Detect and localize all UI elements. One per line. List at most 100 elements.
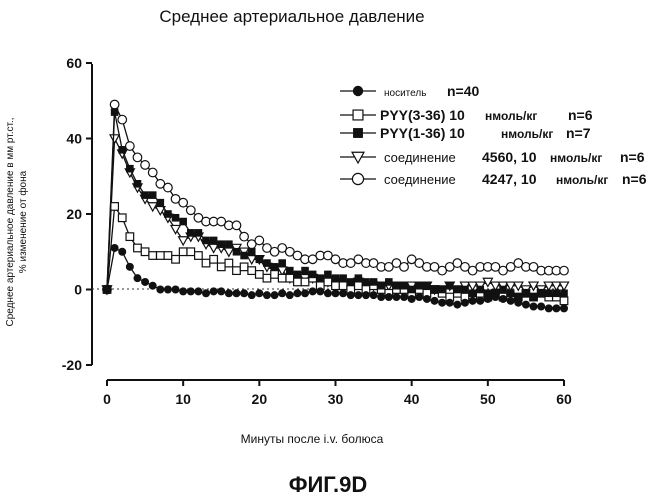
series-4 — [103, 100, 569, 294]
data-point — [408, 286, 416, 294]
chart-title: Среднее артериальное давление — [159, 7, 424, 26]
data-point — [301, 267, 309, 275]
data-point — [355, 274, 363, 282]
data-point — [179, 198, 188, 207]
data-point — [347, 278, 355, 286]
data-point — [141, 278, 149, 286]
data-point — [507, 297, 515, 305]
y-tick-label: 40 — [66, 131, 82, 147]
data-point — [256, 271, 264, 279]
data-point — [172, 256, 180, 264]
data-point — [560, 304, 568, 312]
data-point — [332, 289, 340, 297]
data-point — [271, 271, 279, 279]
data-point — [469, 289, 477, 297]
data-point — [454, 286, 462, 294]
data-point — [118, 214, 126, 222]
legend-label: соединение — [384, 172, 456, 187]
data-point — [110, 135, 119, 143]
legend-compound: 4247, 10 — [482, 171, 537, 187]
data-point — [293, 289, 301, 297]
y-tick-label: 20 — [66, 206, 82, 222]
data-point — [499, 295, 507, 303]
data-point — [316, 287, 324, 295]
data-point — [179, 248, 187, 256]
y-tick-label: 60 — [66, 55, 82, 71]
data-point — [217, 240, 225, 248]
data-point — [133, 153, 142, 162]
y-axis-label-line2: % изменение от фона — [17, 170, 29, 273]
legend-n: n=7 — [566, 125, 591, 141]
data-point — [148, 168, 157, 177]
data-point — [309, 287, 317, 295]
data-point — [210, 287, 218, 295]
data-point — [301, 278, 309, 286]
data-point — [469, 297, 477, 305]
data-point — [476, 297, 484, 305]
data-point — [232, 221, 241, 230]
data-point — [286, 291, 294, 299]
legend-item-1: PYY(3-36) 10нмоль/кгn=6 — [340, 107, 593, 123]
data-point — [400, 263, 409, 272]
data-point — [453, 301, 461, 309]
legend-label: носитель — [384, 88, 426, 99]
y-axis-label: Среднее артериальное давление в мм рт.ст… — [5, 117, 29, 326]
data-point — [210, 256, 218, 264]
data-point — [499, 286, 507, 294]
data-point — [392, 293, 400, 301]
legend-label: PYY(3-36) 10 — [380, 107, 465, 123]
data-point — [172, 214, 180, 222]
data-point — [278, 259, 286, 267]
data-point — [172, 286, 180, 294]
data-point — [195, 229, 203, 237]
chart: Среднее артериальное давление Среднее ар… — [0, 0, 664, 500]
data-point — [248, 291, 256, 299]
data-point — [476, 286, 484, 294]
data-point — [111, 108, 119, 116]
data-point — [339, 282, 347, 290]
data-point — [263, 274, 271, 282]
data-point — [415, 293, 423, 301]
data-point — [377, 282, 385, 290]
data-point — [347, 291, 355, 299]
x-tick-label: 20 — [252, 391, 268, 407]
data-point — [240, 252, 248, 260]
y-tick-label: -20 — [62, 357, 82, 373]
data-point — [210, 237, 218, 245]
data-point — [133, 274, 141, 282]
data-point — [271, 291, 279, 299]
data-point — [111, 244, 119, 252]
axis-ticks: 6040200-200102030405060 — [62, 55, 572, 407]
legend-compound: 4560, 10 — [482, 149, 537, 165]
data-point — [553, 289, 561, 297]
x-tick-label: 50 — [480, 391, 496, 407]
x-tick-label: 30 — [328, 391, 344, 407]
data-point — [507, 289, 515, 297]
data-point — [537, 302, 545, 310]
data-point — [202, 237, 210, 245]
data-point — [355, 282, 363, 290]
data-point — [560, 289, 568, 297]
legend-unit: нмоль/кг — [550, 151, 602, 165]
data-point — [233, 248, 241, 256]
legend-marker — [353, 128, 363, 138]
data-point — [225, 240, 233, 248]
data-point — [446, 299, 454, 307]
data-point — [286, 267, 294, 275]
x-axis-label: Минуты после i.v. болюса — [241, 432, 384, 446]
data-point — [332, 282, 340, 290]
data-point — [446, 282, 454, 290]
legend-item-3: соединение4560, 10нмоль/кгn=6 — [340, 149, 645, 165]
data-point — [423, 295, 431, 303]
data-point — [164, 286, 172, 294]
data-point — [179, 218, 187, 226]
data-point — [530, 293, 538, 301]
data-point — [438, 286, 446, 294]
data-point — [385, 293, 393, 301]
data-point — [560, 297, 568, 305]
x-tick-label: 10 — [175, 391, 191, 407]
data-point — [560, 266, 569, 275]
data-point — [530, 302, 538, 310]
data-point — [141, 161, 150, 170]
data-point — [552, 304, 560, 312]
